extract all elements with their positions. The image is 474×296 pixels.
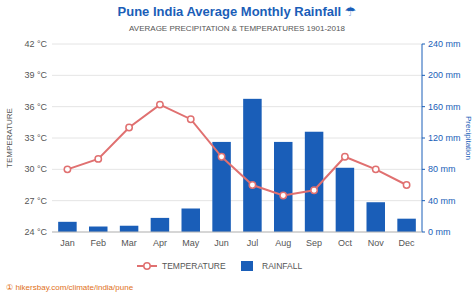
marks xyxy=(58,99,416,232)
bar xyxy=(58,222,77,232)
x-tick-label: Mar xyxy=(121,238,137,248)
background xyxy=(0,0,474,296)
y-axis-label: TEMPERATURE xyxy=(5,108,14,168)
x-axis-line xyxy=(52,232,422,233)
point xyxy=(280,192,286,198)
point xyxy=(126,124,132,130)
grid-line xyxy=(52,44,422,45)
grid-line xyxy=(52,106,422,107)
y2-tick xyxy=(422,106,425,107)
point xyxy=(373,166,379,172)
bar xyxy=(367,202,386,232)
title: Pune India Average Monthly Rainfall ☂ xyxy=(118,4,357,19)
y-tick-label: 27 °C xyxy=(24,196,47,206)
y-tick-label: 39 °C xyxy=(24,70,47,80)
point xyxy=(95,156,101,162)
grid-line xyxy=(52,232,422,233)
chart: Pune India Average Monthly Rainfall ☂ AVE… xyxy=(0,0,474,296)
y-tick-label: 42 °C xyxy=(24,39,47,49)
grid-line xyxy=(52,75,422,76)
subtitle: AVERAGE PRECIPITATION & TEMPERATURES 190… xyxy=(129,24,345,33)
x-tick-label: Nov xyxy=(368,238,385,248)
legend-swatch xyxy=(241,261,253,271)
bar xyxy=(89,227,108,232)
point xyxy=(64,166,70,172)
y2-tick-label: 200 mm xyxy=(428,70,461,80)
bar xyxy=(120,226,139,232)
y-tick-label: 33 °C xyxy=(24,133,47,143)
grid xyxy=(52,44,422,232)
x-tick-label: Dec xyxy=(399,238,416,248)
x-tick-label: Aug xyxy=(275,238,291,248)
grid-line xyxy=(52,200,422,201)
y2-tick xyxy=(422,138,425,139)
bar xyxy=(243,99,262,232)
y2-tick-label: 0 mm xyxy=(428,227,451,237)
legend-label: TEMPERATURE xyxy=(162,261,226,271)
y2-tick xyxy=(422,200,425,201)
bar xyxy=(336,168,355,232)
line xyxy=(67,105,406,196)
y2-tick-label: 80 mm xyxy=(428,164,456,174)
y2-tick xyxy=(422,169,425,170)
y-tick-label: 24 °C xyxy=(24,227,47,237)
legend-swatch xyxy=(144,263,150,269)
point xyxy=(188,116,194,122)
legend-label: RAINFALL xyxy=(262,261,302,271)
x-tick-label: Sep xyxy=(306,238,322,248)
annotation: ① hikersbay.com/climate/india/pune xyxy=(6,283,134,292)
bar xyxy=(397,219,416,232)
x-tick-label: Jun xyxy=(214,238,229,248)
y2-tick-label: 120 mm xyxy=(428,133,461,143)
bar xyxy=(274,142,293,232)
y-tick-label: 36 °C xyxy=(24,102,47,112)
y2-axis-label: Precipitation xyxy=(464,116,473,160)
y2-tick-label: 160 mm xyxy=(428,102,461,112)
point xyxy=(403,182,409,188)
point xyxy=(157,101,163,107)
y2-tick xyxy=(422,232,425,233)
x-tick-label: Jan xyxy=(60,238,75,248)
x-tick-label: Feb xyxy=(90,238,106,248)
x-tick-label: Oct xyxy=(338,238,353,248)
bar xyxy=(151,218,170,232)
x-tick-label: Apr xyxy=(153,238,167,248)
y2-tick xyxy=(422,44,425,45)
legend: TEMPERATURE RAINFALL xyxy=(137,261,302,271)
x-tick-label: May xyxy=(182,238,200,248)
bar xyxy=(182,209,201,233)
grid-line xyxy=(52,138,422,139)
x-tick-label: Jul xyxy=(247,238,259,248)
y2-tick xyxy=(422,75,425,76)
y-tick-label: 30 °C xyxy=(24,164,47,174)
y2-tick-label: 40 mm xyxy=(428,196,456,206)
point xyxy=(311,187,317,193)
point xyxy=(249,182,255,188)
point xyxy=(218,154,224,160)
y2-tick-label: 240 mm xyxy=(428,39,461,49)
point xyxy=(342,154,348,160)
bar xyxy=(212,142,231,232)
